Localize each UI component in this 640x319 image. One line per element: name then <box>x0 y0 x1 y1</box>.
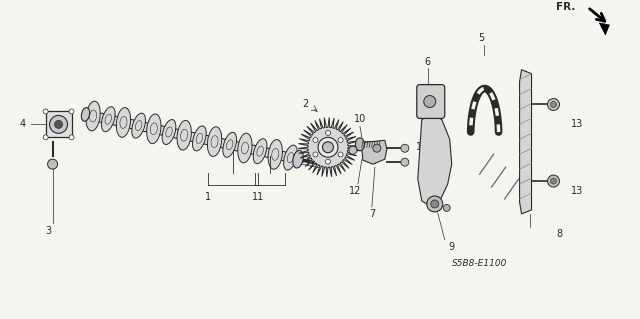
Ellipse shape <box>86 101 100 131</box>
Text: 12: 12 <box>349 186 361 196</box>
Circle shape <box>373 144 381 152</box>
Polygon shape <box>418 115 452 207</box>
Circle shape <box>49 115 68 133</box>
Circle shape <box>401 158 409 166</box>
Polygon shape <box>298 117 358 177</box>
Text: 4: 4 <box>20 119 26 130</box>
Text: 9: 9 <box>449 242 455 252</box>
Ellipse shape <box>132 113 145 138</box>
Polygon shape <box>362 140 387 164</box>
Circle shape <box>318 137 338 157</box>
Circle shape <box>401 144 409 152</box>
Text: 7: 7 <box>369 209 375 219</box>
Polygon shape <box>600 23 609 35</box>
FancyBboxPatch shape <box>45 111 72 137</box>
Text: 3: 3 <box>45 226 52 236</box>
Circle shape <box>326 130 330 135</box>
Text: S5B8-E1100: S5B8-E1100 <box>452 259 508 268</box>
Circle shape <box>547 175 559 187</box>
Ellipse shape <box>162 120 176 145</box>
Circle shape <box>547 99 559 110</box>
Circle shape <box>550 101 557 108</box>
Circle shape <box>323 142 333 153</box>
Circle shape <box>47 159 58 169</box>
Circle shape <box>313 152 318 157</box>
Circle shape <box>550 178 557 184</box>
Ellipse shape <box>101 107 115 132</box>
Circle shape <box>54 120 63 128</box>
Ellipse shape <box>223 132 237 157</box>
Circle shape <box>326 159 330 164</box>
Text: 13: 13 <box>572 119 584 130</box>
Text: 1: 1 <box>205 192 211 202</box>
Circle shape <box>338 137 343 143</box>
Circle shape <box>43 109 48 114</box>
Ellipse shape <box>293 150 303 168</box>
Ellipse shape <box>147 114 161 144</box>
Circle shape <box>349 146 357 154</box>
Text: 2: 2 <box>302 99 308 108</box>
Circle shape <box>69 135 74 140</box>
Ellipse shape <box>355 138 364 151</box>
Ellipse shape <box>268 140 282 169</box>
Ellipse shape <box>253 139 267 164</box>
Text: 8: 8 <box>556 229 563 239</box>
Ellipse shape <box>177 120 191 150</box>
Text: 6: 6 <box>425 57 431 67</box>
Text: FR.: FR. <box>556 2 575 12</box>
Circle shape <box>338 152 343 157</box>
Text: 10: 10 <box>354 115 366 124</box>
Ellipse shape <box>116 108 131 137</box>
Ellipse shape <box>193 126 206 151</box>
Ellipse shape <box>284 145 298 170</box>
Circle shape <box>69 109 74 114</box>
Polygon shape <box>84 110 299 164</box>
Circle shape <box>427 196 443 212</box>
Ellipse shape <box>237 133 252 163</box>
Text: 14: 14 <box>415 142 428 152</box>
Circle shape <box>43 135 48 140</box>
FancyBboxPatch shape <box>417 85 445 118</box>
Text: 5: 5 <box>479 33 484 43</box>
Text: 11: 11 <box>252 192 264 202</box>
Text: 14: 14 <box>415 110 428 121</box>
Ellipse shape <box>444 204 450 211</box>
Circle shape <box>424 96 436 108</box>
Circle shape <box>313 137 318 143</box>
Circle shape <box>431 200 439 208</box>
Ellipse shape <box>81 108 90 121</box>
Text: 13: 13 <box>572 186 584 196</box>
Ellipse shape <box>207 127 221 156</box>
Polygon shape <box>520 70 532 214</box>
